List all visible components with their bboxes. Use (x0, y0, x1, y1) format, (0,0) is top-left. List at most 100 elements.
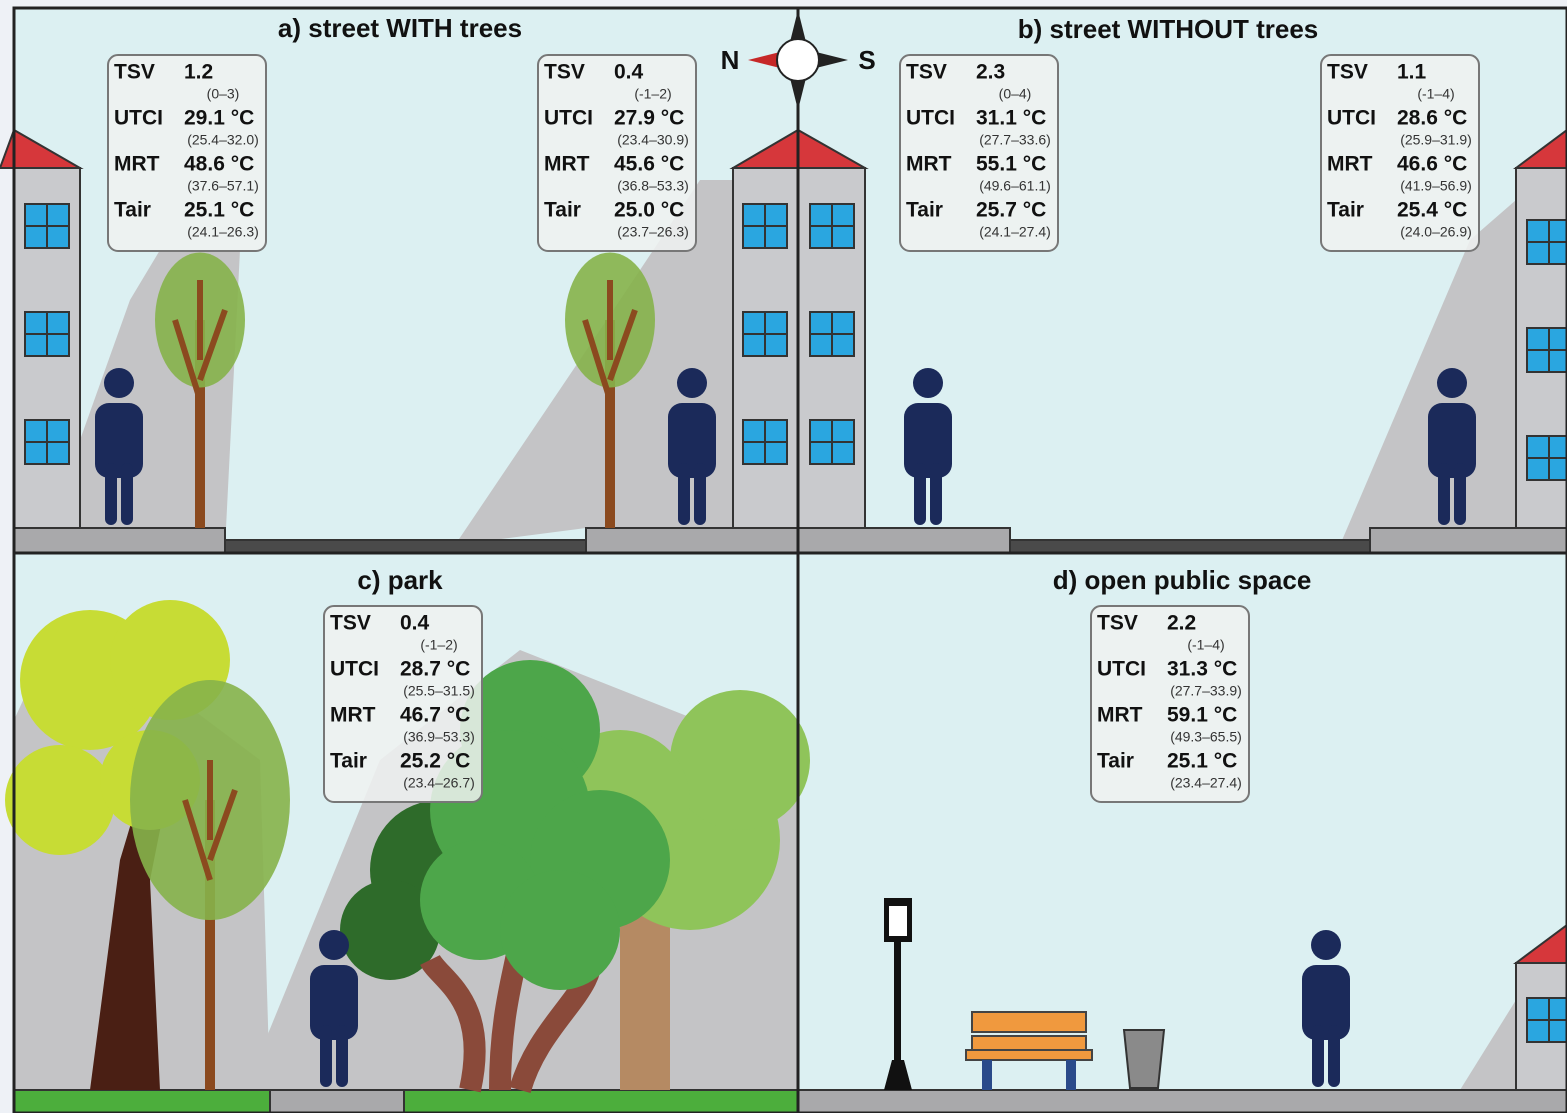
metric-value: 46.6 °C (1397, 153, 1467, 176)
trunk (620, 900, 670, 1090)
bench-slat (972, 1012, 1086, 1032)
metric-label: Tair (1097, 750, 1134, 773)
metric-label: Tair (330, 750, 367, 773)
metric-range: (24.1–26.3) (187, 224, 259, 240)
person-head (913, 368, 943, 398)
metric-label: MRT (114, 153, 160, 176)
metric-value: 0.4 (614, 61, 644, 84)
metric-range: (23.4–27.4) (1170, 775, 1242, 791)
metric-range: (-1–4) (1187, 637, 1224, 653)
metric-label: MRT (544, 153, 590, 176)
metric-range: (36.9–53.3) (403, 729, 475, 745)
ground (14, 528, 225, 553)
panel-title: b) street WITHOUT trees (1018, 14, 1319, 44)
metric-value: 45.6 °C (614, 153, 684, 176)
metric-label: UTCI (1327, 107, 1376, 130)
metric-value: 25.7 °C (976, 199, 1046, 222)
metric-value: 29.1 °C (184, 107, 254, 130)
person-head (1311, 930, 1341, 960)
ground (14, 1090, 270, 1113)
metric-label: TSV (330, 612, 371, 635)
metric-label: UTCI (906, 107, 955, 130)
person-leg (1454, 463, 1466, 525)
person-leg (694, 463, 706, 525)
metric-value: 28.6 °C (1397, 107, 1467, 130)
metric-label: MRT (1097, 704, 1143, 727)
compass-north: N (721, 45, 740, 75)
metric-label: MRT (330, 704, 376, 727)
ground (1370, 528, 1567, 553)
metric-label: Tair (544, 199, 581, 222)
metric-value: 25.1 °C (1167, 750, 1237, 773)
person-leg (1438, 463, 1450, 525)
person-body (668, 403, 716, 478)
metric-range: (27.7–33.6) (979, 132, 1051, 148)
metric-range: (-1–4) (1417, 86, 1454, 102)
metric-range: (25.5–31.5) (403, 683, 475, 699)
metric-value: 25.1 °C (184, 199, 254, 222)
metric-value: 0.4 (400, 612, 430, 635)
metric-value: 2.3 (976, 61, 1005, 84)
metric-label: TSV (544, 61, 585, 84)
person-leg (914, 463, 926, 525)
metric-label: TSV (1327, 61, 1368, 84)
measurement-box: TSV0.4(-1–2)UTCI27.9 °C(23.4–30.9)MRT45.… (538, 55, 696, 251)
crown (670, 690, 810, 830)
bin (1124, 1030, 1164, 1088)
metric-value: 1.1 (1397, 61, 1427, 84)
person-body (1302, 965, 1350, 1040)
person-leg (1312, 1025, 1324, 1087)
metric-value: 55.1 °C (976, 153, 1046, 176)
metric-label: MRT (1327, 153, 1373, 176)
metric-label: MRT (906, 153, 952, 176)
person-body (95, 403, 143, 478)
metric-value: 28.7 °C (400, 658, 470, 681)
metric-range: (0–4) (999, 86, 1032, 102)
metric-label: Tair (114, 199, 151, 222)
person-head (319, 930, 349, 960)
metric-range: (23.4–30.9) (617, 132, 689, 148)
person-head (1437, 368, 1467, 398)
metric-range: (41.9–56.9) (1400, 178, 1472, 194)
ground (798, 1090, 1567, 1113)
metric-range: (25.9–31.9) (1400, 132, 1472, 148)
metric-label: TSV (1097, 612, 1138, 635)
person-body (1428, 403, 1476, 478)
metric-range: (36.8–53.3) (617, 178, 689, 194)
person-body (310, 965, 358, 1040)
bench-leg (982, 1060, 992, 1090)
ground (270, 1090, 404, 1113)
measurement-box: TSV 1.1 (-1–4) UTCI 28.6 °C (25.9–31.9) MRT 46.… (1321, 55, 1479, 251)
person-leg (105, 463, 117, 525)
lamp-post (894, 940, 901, 1080)
ground (404, 1090, 798, 1113)
metric-range: (49.3–65.5) (1170, 729, 1242, 745)
person-leg (1328, 1025, 1340, 1087)
ground (586, 528, 798, 553)
metric-range: (37.6–57.1) (187, 178, 259, 194)
person-leg (930, 463, 942, 525)
measurement-box: TSV2.3(0–4)UTCI31.1 °C(27.7–33.6)MRT55.1… (900, 55, 1058, 251)
metric-label: UTCI (330, 658, 379, 681)
metric-label: UTCI (114, 107, 163, 130)
metric-value: 31.1 °C (976, 107, 1046, 130)
bench-seat (966, 1050, 1092, 1060)
person-head (677, 368, 707, 398)
ground (798, 528, 1010, 553)
metric-value: 46.7 °C (400, 704, 470, 727)
metric-range: (23.7–26.3) (617, 224, 689, 240)
panel-title: c) park (357, 565, 443, 595)
crown (5, 745, 115, 855)
metric-value: 27.9 °C (614, 107, 684, 130)
metric-range: (0–3) (207, 86, 240, 102)
metric-value: 48.6 °C (184, 153, 254, 176)
panel-title: a) street WITH trees (278, 13, 522, 43)
metric-value: 31.3 °C (1167, 658, 1237, 681)
metric-value: 59.1 °C (1167, 704, 1237, 727)
person-leg (121, 463, 133, 525)
crown (500, 870, 620, 990)
metric-range: (24.0–26.9) (1400, 224, 1472, 240)
metric-range: (25.4–32.0) (187, 132, 259, 148)
